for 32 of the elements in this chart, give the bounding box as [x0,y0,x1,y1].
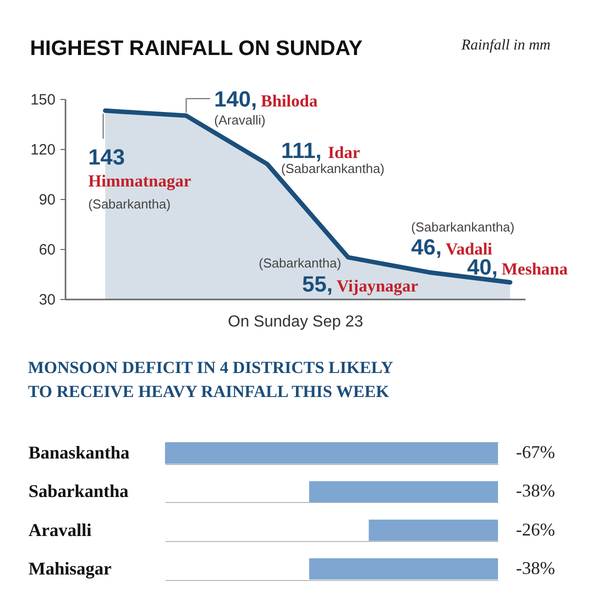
y-tick-label: Banaskantha [28,442,130,463]
data-label: -38% [516,558,555,578]
data-label: 46, [411,234,442,260]
annotation: (Sabarkantha) [88,196,171,212]
chart-title: HIGHEST RAINFALL ON SUNDAY [30,37,363,60]
y-tick-label: Mahisagar [28,558,112,578]
x-axis-title: On Sunday Sep 23 [228,314,364,330]
annotation: (Sabarkankantha) [411,219,514,234]
y-tick-label: 60 [38,242,56,258]
data-label: 140, [214,86,258,112]
chart-title: MONSOON DEFICIT IN 4 DISTRICTS LIKELY TO RECEIVE HEAVY RAINFALL THIS WEEK [28,358,394,401]
annotation: (Aravalli) [214,112,266,128]
y-tick-label: 90 [38,192,56,208]
y-tick-label: 150 [30,92,56,108]
annotation: Idar [328,143,360,162]
data-label: 143 [88,144,125,170]
y-axis-title: Rainfall in mm [460,38,551,54]
y-tick-label: Aravalli [28,520,92,540]
data-label: 111, [281,138,322,163]
annotation: Vijaynagar [336,276,419,296]
data-label: -26% [516,519,555,540]
annotation: (Sabarkantha) [258,255,342,270]
y-tick-label: 120 [30,142,56,158]
annotation: Himmatnagar [88,172,192,191]
annotation: (Sabarkankantha) [281,161,385,176]
y-tick-label: 30 [38,292,56,308]
annotation: Meshana [502,259,568,278]
data-label: 55, [302,271,333,296]
y-tick-label: Sabarkantha [28,481,129,502]
data-label: -38% [516,480,555,501]
annotation: Bhiloda [260,92,318,111]
data-label: -67% [516,442,555,462]
